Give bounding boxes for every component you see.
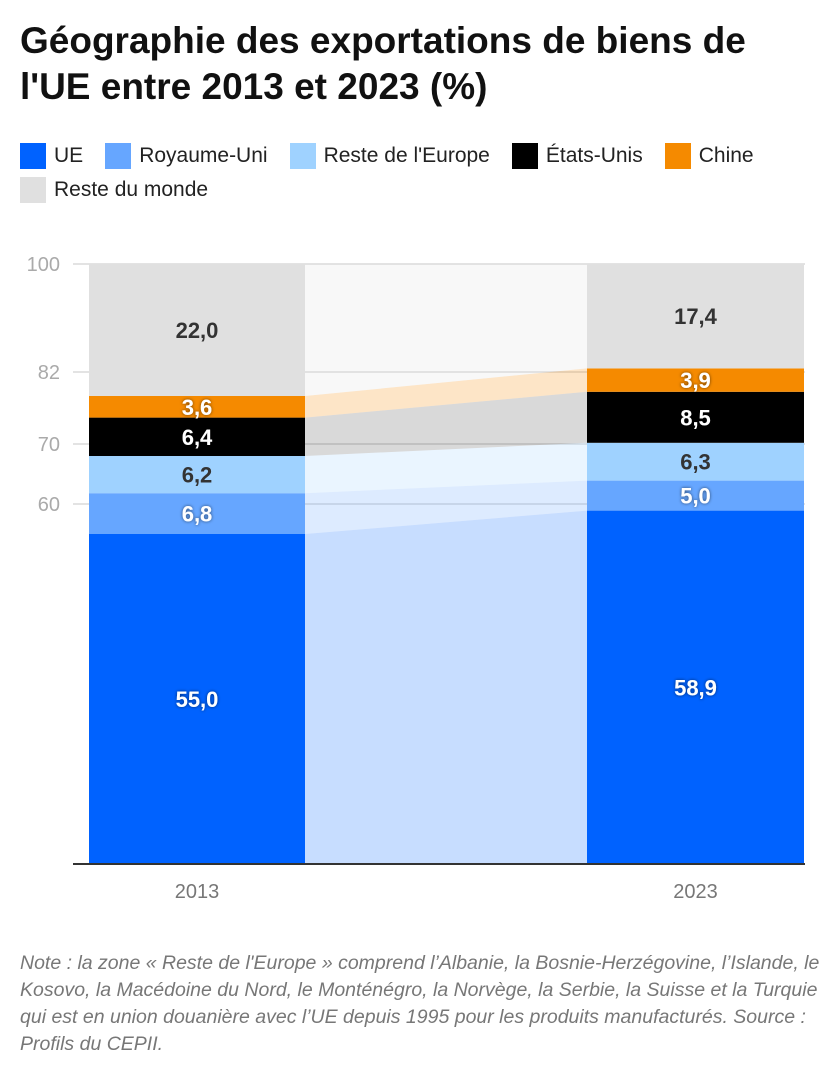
data-label: 6,2 [182,463,213,488]
data-label: 6,8 [182,502,213,527]
x-tick-label: 2023 [673,881,718,903]
bar-segment [587,368,804,392]
legend-label: Royaume-Uni [139,144,268,167]
legend-label: États-Unis [545,144,643,167]
connector-band [305,391,587,456]
data-label: 17,4 [674,304,718,329]
y-tick-label: 100 [27,254,60,276]
legend-swatch [20,143,46,169]
legend-item: États-Unis [511,143,643,169]
footnote: Note : la zone « Reste de l'Europe » com… [20,952,820,1055]
connector-band [305,368,587,418]
data-label: 5,0 [680,484,711,509]
data-label: 6,4 [182,425,213,450]
bar-segment [587,264,804,369]
y-tick-label: 70 [38,434,60,456]
data-label: 22,0 [176,318,219,343]
x-tick-label: 2013 [175,881,220,903]
legend-swatch [20,177,46,203]
legend: UE Royaume-Uni Reste de l'Europe États-Unis… [20,143,820,203]
legend-label: Chine [698,144,754,167]
legend-swatch [511,143,538,169]
y-tick-label: 82 [38,362,60,384]
data-label: 3,6 [182,395,213,420]
legend-label: Reste de l'Europe [323,144,490,167]
connector-band [305,264,587,396]
data-label: 55,0 [176,687,219,712]
legend-item: Reste de l'Europe [289,143,490,169]
legend-label: UE [54,144,84,167]
bar-segment [89,417,305,456]
data-label: 3,9 [680,368,711,393]
bar-segment [89,534,305,864]
legend-swatch [105,143,132,169]
data-label: 6,3 [680,450,711,475]
bar-segment [89,456,305,494]
bar-segment [587,442,804,481]
legend-swatch [664,143,691,169]
bar-segment [89,396,305,418]
legend-swatch [289,143,316,169]
chart-title: Géographie des exportations de biens de … [20,20,746,107]
bar-segment [587,391,804,443]
bar-segment [89,493,305,534]
legend-item: UE [20,143,83,169]
connector-band [305,442,587,494]
connector-band [305,510,587,864]
legend-item: Royaume-Uni [105,143,268,169]
bar-segment [587,510,804,864]
bar-segment [587,480,804,511]
legend-item: Reste du monde [20,177,208,203]
y-tick-label: 60 [38,494,60,516]
data-label: 58,9 [674,675,717,700]
stacked-bar-chart: 60 70 82 100 55,0 58,9 6,8 5,0 6,2 6,3 6,4 8,5 3,6 3,… [27,254,805,903]
data-label: 8,5 [680,405,711,430]
bar-segment [89,264,305,396]
legend-item: Chine [664,143,754,169]
legend-label: Reste du monde [54,178,209,201]
connector-band [305,480,587,534]
